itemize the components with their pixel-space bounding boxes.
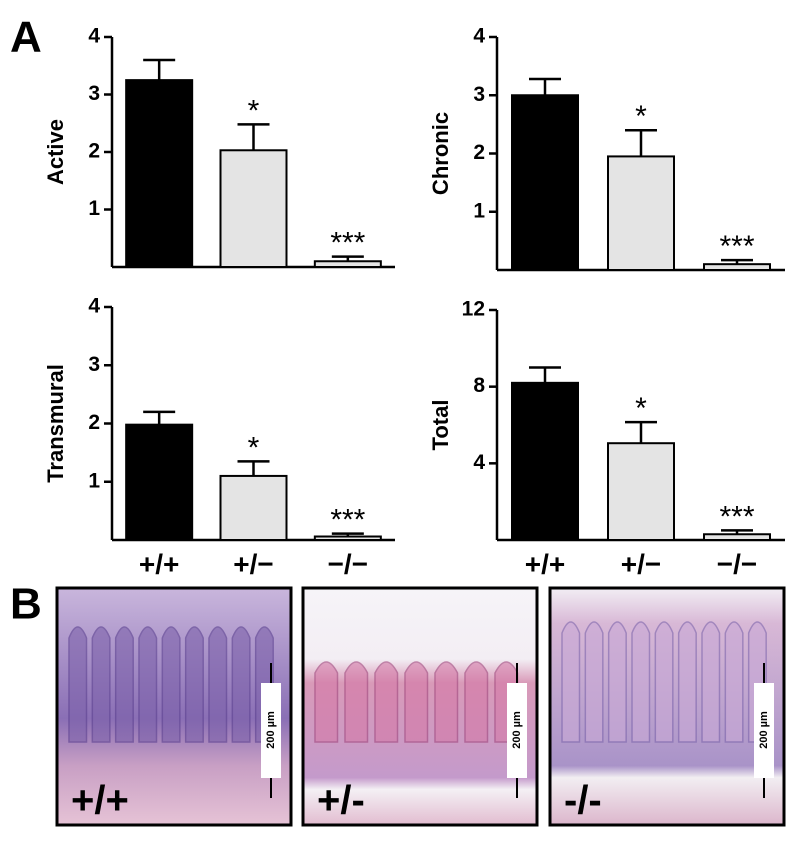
y-tick-label: 4 — [88, 295, 100, 318]
villus — [607, 621, 627, 743]
villus — [231, 626, 251, 743]
y-axis-label: Chronic — [428, 112, 453, 195]
bar — [511, 381, 579, 542]
y-tick-label: 4 — [473, 451, 485, 474]
scale-label: 200 µm — [265, 711, 277, 749]
y-tick-label: 3 — [88, 353, 100, 376]
villus — [561, 621, 581, 743]
villus — [374, 661, 399, 743]
significance: *** — [719, 500, 754, 533]
bar — [219, 474, 288, 541]
bar — [313, 535, 382, 542]
panel-label: A — [10, 13, 42, 62]
x-tick-label: +/− — [233, 548, 273, 579]
y-tick-label: 1 — [473, 199, 485, 222]
scale-box — [754, 683, 774, 778]
x-tick-label: +/+ — [525, 548, 565, 579]
bar — [703, 533, 771, 541]
significance: * — [248, 94, 260, 127]
image-label: -/- — [564, 779, 602, 823]
significance: * — [248, 431, 260, 464]
significance: * — [635, 100, 647, 133]
bar — [125, 79, 194, 268]
villus — [434, 661, 459, 743]
x-tick-label: +/+ — [139, 548, 179, 579]
scale-label: 200 µm — [758, 711, 770, 749]
image-label: +/- — [317, 779, 365, 823]
bar — [219, 149, 288, 268]
y-tick-label: 2 — [88, 140, 100, 163]
villus — [464, 661, 489, 743]
bar — [607, 442, 675, 542]
villus — [404, 661, 429, 743]
significance: *** — [330, 504, 365, 537]
bar — [313, 260, 382, 268]
y-tick-label: 3 — [473, 83, 485, 106]
villus — [184, 626, 204, 743]
villus — [114, 626, 134, 743]
y-axis-label: Active — [43, 119, 68, 185]
villus — [584, 621, 604, 743]
significance: *** — [719, 230, 754, 263]
scale-box — [261, 683, 281, 778]
villus — [314, 661, 339, 743]
y-tick-label: 1 — [88, 469, 100, 492]
image-label: +/+ — [71, 779, 129, 823]
x-tick-label: −/− — [717, 548, 757, 579]
villus — [138, 626, 158, 743]
scale-label: 200 µm — [511, 711, 523, 749]
x-tick-label: +/− — [621, 548, 661, 579]
significance: *** — [330, 227, 365, 260]
scale-box — [507, 683, 527, 778]
significance: * — [635, 392, 647, 425]
villus — [654, 621, 674, 743]
villus — [208, 626, 228, 743]
y-tick-label: 4 — [88, 25, 100, 48]
y-tick-label: 12 — [462, 298, 485, 321]
y-tick-label: 4 — [473, 25, 485, 48]
y-tick-label: 1 — [88, 197, 100, 220]
bar — [607, 155, 675, 272]
panel-label: B — [10, 580, 42, 629]
bar — [703, 263, 771, 271]
villus — [724, 621, 744, 743]
y-tick-label: 2 — [473, 141, 485, 164]
y-tick-label: 2 — [88, 411, 100, 434]
y-axis-label: Total — [428, 400, 453, 451]
villus — [91, 626, 111, 743]
x-tick-label: −/− — [328, 548, 368, 579]
villus — [677, 621, 697, 743]
villus — [631, 621, 651, 743]
bar — [125, 423, 194, 542]
villus — [161, 626, 181, 743]
villus — [701, 621, 721, 743]
villus — [344, 661, 369, 743]
y-tick-label: 8 — [473, 374, 485, 397]
y-axis-label: Transmural — [43, 364, 68, 483]
villus — [68, 626, 88, 743]
y-tick-label: 3 — [88, 82, 100, 105]
bar — [511, 94, 579, 271]
